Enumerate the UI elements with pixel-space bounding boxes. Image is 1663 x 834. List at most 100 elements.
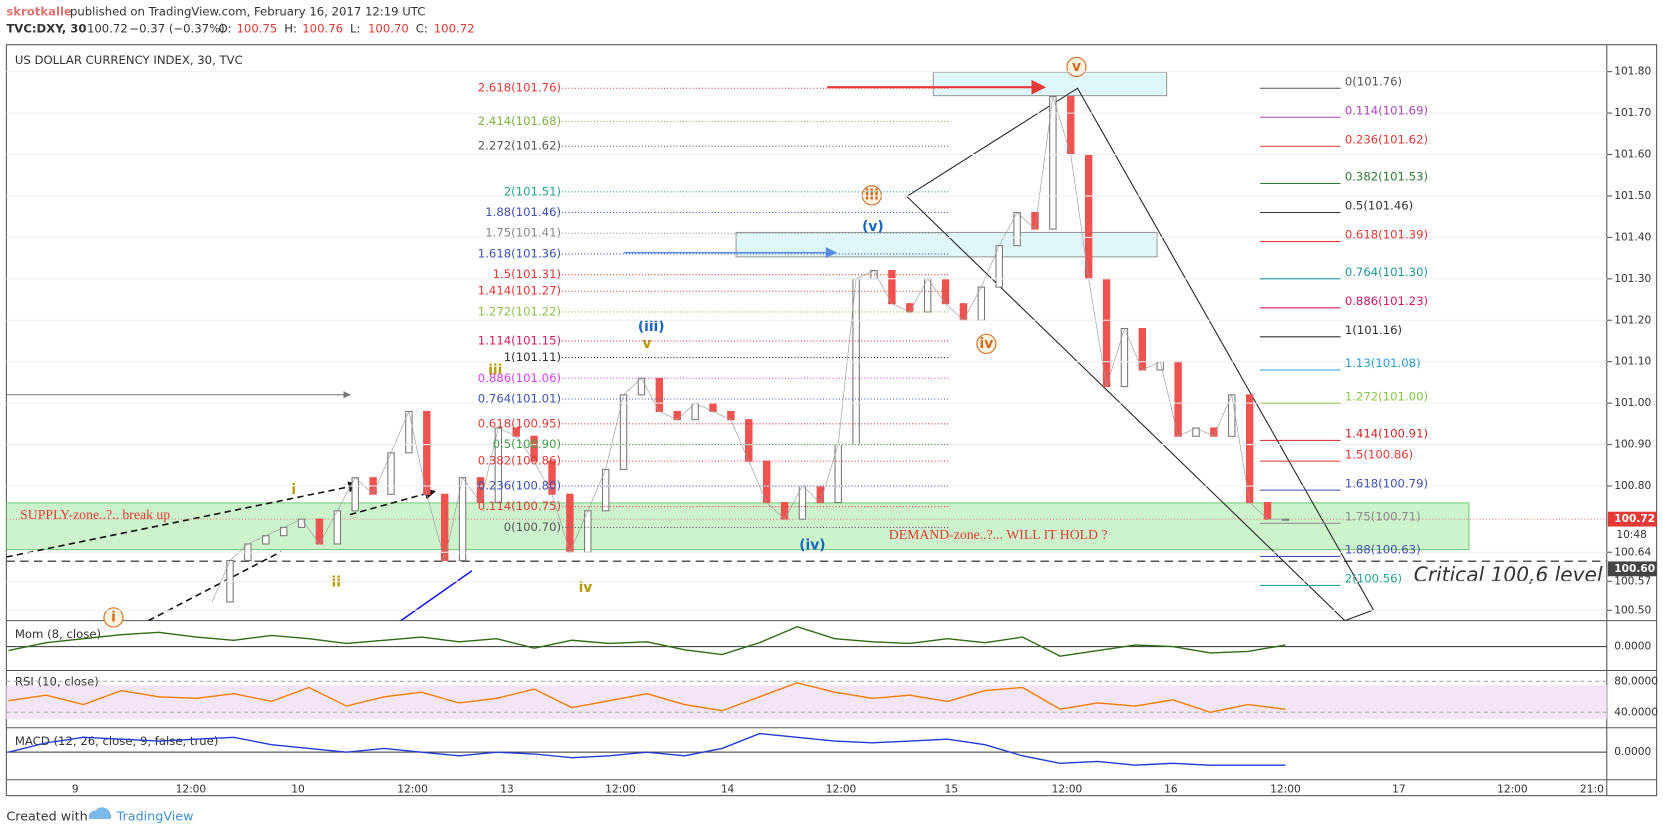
x-tick-label: 21:0 xyxy=(1580,783,1604,795)
fib-label: 1.618(101.36) xyxy=(478,246,561,260)
candle xyxy=(405,410,413,454)
x-tick-label: 12:00 xyxy=(605,783,636,795)
ohlc-value: 100.70 xyxy=(368,21,409,35)
candle xyxy=(619,394,628,470)
wave-label: v xyxy=(642,336,651,352)
candle xyxy=(1138,328,1147,371)
wave-circle xyxy=(103,607,124,628)
y-tick-label: 101.50 xyxy=(1614,190,1651,202)
y-tick-label: 0.0000 xyxy=(1614,746,1651,758)
fib-label: 1.618(100.79) xyxy=(1345,476,1428,490)
wave-label: iii xyxy=(488,362,502,378)
symbol: TVC:DXY, 30 xyxy=(6,21,86,35)
candle xyxy=(1120,328,1129,388)
wave-label: iv xyxy=(579,580,593,596)
published: published on TradingView.com, February 1… xyxy=(70,4,425,18)
candle xyxy=(1067,95,1075,156)
candle xyxy=(387,452,395,495)
candle xyxy=(333,510,342,545)
pane-label: RSI (10, close) xyxy=(15,675,99,689)
indicator-line xyxy=(8,732,1286,766)
price-tag xyxy=(1607,561,1657,577)
fib-label: 1.88(100.63) xyxy=(1345,543,1421,557)
y-tick-label: 101.30 xyxy=(1614,273,1651,285)
author[interactable]: skrotkalle xyxy=(6,4,72,18)
y-tick-label: 40.0000 xyxy=(1614,706,1658,718)
wave-circle xyxy=(976,333,997,354)
y-tick-label: 101.70 xyxy=(1614,107,1651,119)
fib-label: 1.75(101.41) xyxy=(485,226,561,240)
y-tick-label: 101.10 xyxy=(1614,356,1651,368)
price-line xyxy=(211,96,1286,603)
box xyxy=(932,71,1168,97)
pane-label: MACD (12, 26, close, 9, false, true) xyxy=(15,734,219,748)
y-tick-label: 100.50 xyxy=(1614,604,1651,616)
price-tag xyxy=(1607,511,1657,527)
candle xyxy=(655,377,664,412)
fib-label: 0.5(101.46) xyxy=(1345,199,1413,213)
fib-label: 0.382(100.86) xyxy=(478,454,561,468)
fib-label: 0.764(101.01) xyxy=(478,391,561,405)
fib-label: 0.236(101.62) xyxy=(1345,132,1428,146)
ohlc: O: 100.75 H: 100.76 L: 100.70 C: 100.72 xyxy=(218,21,474,35)
candle xyxy=(1084,153,1093,280)
countdown: 10:48 xyxy=(1616,529,1647,541)
ohlc-key: C: xyxy=(416,21,428,35)
wave-label: (v) xyxy=(862,219,884,235)
x-tick-label: 12:00 xyxy=(1497,783,1528,795)
ohlc-value: 100.76 xyxy=(302,21,343,35)
x-tick-label: 9 xyxy=(72,783,79,795)
fib-label: 1.5(101.31) xyxy=(493,267,561,281)
y-tick-label: 100.57 xyxy=(1614,575,1651,587)
brand[interactable]: TradingView xyxy=(116,808,194,823)
arrow xyxy=(349,488,436,516)
x-tick-label: 14 xyxy=(721,783,735,795)
fib-label: 0.886(101.23) xyxy=(1345,294,1428,308)
macd-pane: MACD (12, 26, close, 9, false, true) 0.00… xyxy=(6,732,1652,766)
fib-label: 0.236(100.80) xyxy=(478,478,561,492)
x-tick-label: 13 xyxy=(500,783,513,795)
ohlc-key: L: xyxy=(350,21,360,35)
fib-label: 0(100.70) xyxy=(504,520,561,534)
fib-label: 1.414(100.91) xyxy=(1345,427,1428,441)
fib-label: 0.764(101.30) xyxy=(1345,265,1428,279)
logo[interactable] xyxy=(88,807,112,819)
frame xyxy=(5,44,1658,797)
candle xyxy=(601,468,610,512)
fib-label: 0.114(101.69) xyxy=(1345,103,1428,117)
y-tick-label: 100.80 xyxy=(1614,480,1651,492)
price-tag-label: 100.72 xyxy=(1614,513,1655,525)
x-tick-label: 10 xyxy=(291,783,305,795)
fib-label: 0.618(100.95) xyxy=(478,416,561,430)
candle xyxy=(834,444,842,504)
arrow xyxy=(6,481,360,558)
y-tick-label: 80.0000 xyxy=(1614,675,1658,687)
last: 100.72 xyxy=(87,21,128,35)
trend xyxy=(148,550,282,621)
candle xyxy=(1228,394,1236,437)
fib-label: 1.88(101.46) xyxy=(485,205,561,219)
fib-label: 0.114(100.75) xyxy=(478,499,561,513)
note: Critical 100,6 level xyxy=(1414,563,1603,587)
rsi-band xyxy=(6,685,1607,720)
x-tick-label: 12:00 xyxy=(826,783,857,795)
wave-label: ii xyxy=(331,574,340,590)
candle xyxy=(351,477,359,512)
wave-label: v xyxy=(1072,59,1081,75)
fib-label: 1.114(101.15) xyxy=(478,333,561,347)
fib-label: 2.618(101.76) xyxy=(478,81,561,95)
x-tick-label: 16 xyxy=(1164,783,1178,795)
fib-label: 1.414(101.27) xyxy=(478,284,561,298)
x-tick-label: 12:00 xyxy=(1270,783,1301,795)
candle xyxy=(798,485,807,520)
fib-label: 1.272(101.22) xyxy=(478,304,561,318)
wave-label: (iii) xyxy=(638,319,665,335)
y-tick-label: 101.60 xyxy=(1614,149,1651,161)
fib-label: 1.13(101.08) xyxy=(1345,356,1421,370)
wave-label: iv xyxy=(979,336,993,352)
y-tick-label: 101.80 xyxy=(1614,66,1651,78)
chart-title: US DOLLAR CURRENCY INDEX, 30, TVC xyxy=(15,53,243,67)
trend xyxy=(400,570,473,621)
y-tick-label: 100.90 xyxy=(1614,439,1651,451)
